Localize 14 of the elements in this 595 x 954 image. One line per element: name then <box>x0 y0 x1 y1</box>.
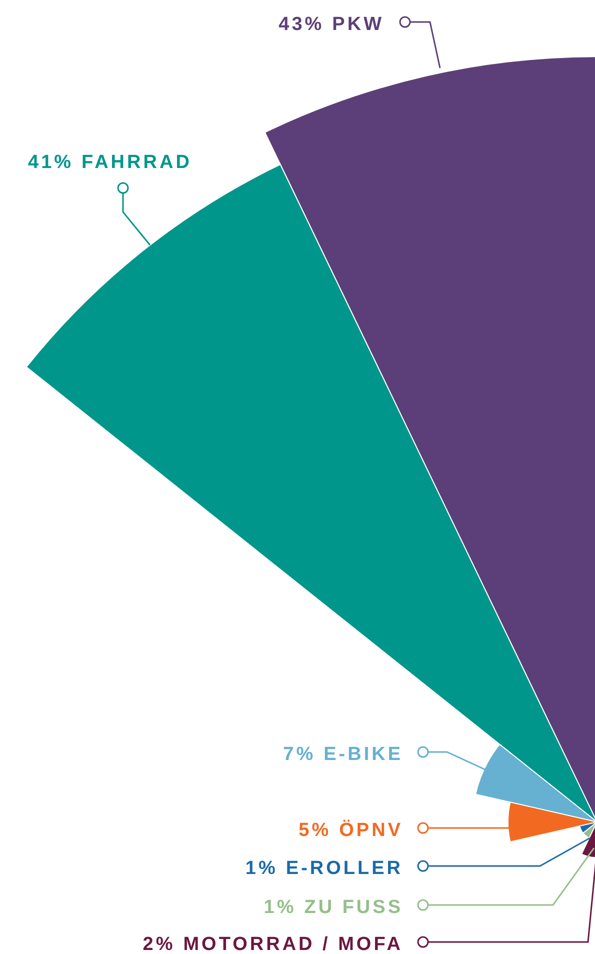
data-label: 43% <box>278 14 324 35</box>
data-label: 1% <box>245 858 278 879</box>
data-label: 41% <box>28 152 74 173</box>
category-label: FAHRRAD <box>82 152 192 173</box>
category-label: E-BIKE <box>324 744 403 765</box>
data-label: 7% <box>283 744 316 765</box>
data-label: 2% <box>142 934 176 954</box>
category-label: MOTORRAD / MOFA <box>183 934 403 954</box>
category-label: ZU FUSS <box>304 897 403 918</box>
data-label: 1% <box>264 897 296 918</box>
data-label: 5% <box>298 820 332 841</box>
category-label: ÖPNV <box>339 819 403 841</box>
category-label: PKW <box>332 14 384 35</box>
category-label: E-ROLLER <box>286 858 403 879</box>
